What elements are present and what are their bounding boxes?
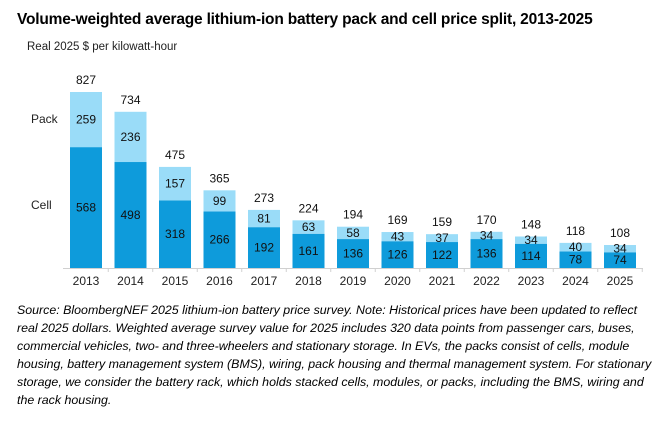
data-label-total: 159 [432, 215, 452, 229]
x-tick-label: 2022 [473, 274, 500, 288]
bar-cell-2020 [381, 241, 414, 268]
data-label-pack: 34 [613, 242, 627, 256]
bar-chart: 2013 568 259 827 2014 498 236 734 2015 318 157 475 2… [31, 73, 643, 288]
bar-pack-2020 [381, 232, 414, 242]
bar-cell-2014 [114, 162, 147, 268]
x-tick-label: 2017 [251, 274, 278, 288]
bar-cell-2018 [292, 233, 325, 268]
data-label-total: 169 [387, 213, 407, 227]
data-label-pack: 34 [480, 228, 494, 242]
data-label-cell: 74 [613, 253, 627, 267]
x-tick-label: 2015 [162, 274, 189, 288]
data-label-cell: 126 [387, 248, 407, 262]
data-label-cell: 114 [521, 249, 540, 263]
data-label-total: 148 [521, 218, 541, 232]
x-tick-label: 2019 [340, 274, 367, 288]
bar-cell-2023 [515, 243, 547, 268]
data-label-total: 475 [165, 148, 185, 162]
data-label-cell: 568 [76, 201, 96, 215]
source-note: Source: BloombergNEF 2025 lithium-ion ba… [17, 303, 652, 407]
x-tick-label: 2023 [518, 274, 545, 288]
bar-pack-2015 [159, 166, 191, 201]
bar-pack-2017 [248, 209, 280, 228]
data-label-pack: 40 [569, 240, 583, 254]
data-label-pack: 34 [524, 233, 538, 247]
data-label-pack: 37 [435, 231, 449, 245]
data-label-pack: 259 [76, 113, 96, 127]
bar-pack-2016 [203, 190, 236, 212]
chart-title: Volume-weighted average lithium-ion batt… [17, 11, 593, 28]
data-label-cell: 318 [165, 227, 185, 241]
data-label-pack: 236 [120, 130, 140, 144]
data-label-cell: 266 [209, 233, 229, 247]
data-label-total: 365 [209, 171, 229, 185]
bar-pack-2018 [292, 220, 325, 234]
data-label-cell: 78 [569, 253, 583, 267]
bar-pack-2023 [515, 236, 547, 244]
x-tick-label: 2018 [295, 274, 322, 288]
data-label-pack: 58 [346, 226, 360, 240]
data-label-pack: 157 [165, 177, 185, 191]
bar-cell-2015 [159, 200, 191, 268]
bar-pack-2024 [559, 242, 592, 252]
data-label-cell: 136 [343, 247, 363, 261]
bar-pack-2014 [114, 111, 147, 163]
bar-cell-2025 [604, 252, 636, 268]
data-label-cell: 136 [476, 247, 496, 261]
data-label-pack: 43 [391, 230, 405, 244]
bar-cell-2022 [470, 239, 503, 268]
bar-cell-2024 [559, 251, 592, 268]
x-tick-label: 2025 [607, 274, 634, 288]
series-label-cell: Cell [31, 198, 52, 212]
data-label-pack: 99 [213, 194, 227, 208]
x-tick-label: 2013 [73, 274, 100, 288]
data-label-pack: 81 [257, 212, 271, 226]
bar-pack-2022 [470, 231, 503, 240]
bar-cell-2021 [426, 242, 458, 268]
data-label-total: 170 [476, 213, 496, 227]
x-tick-label: 2016 [206, 274, 233, 288]
bar-cell-2016 [203, 211, 236, 268]
bar-cell-2019 [337, 239, 369, 268]
data-label-cell: 498 [120, 208, 140, 222]
data-label-total: 734 [120, 93, 140, 107]
y-axis-label: Real 2025 $ per kilowatt-hour [27, 41, 178, 53]
data-label-total: 224 [298, 201, 318, 215]
x-tick-label: 2021 [429, 274, 456, 288]
data-label-total: 827 [76, 73, 96, 87]
bar-cell-2017 [248, 227, 280, 268]
data-label-total: 108 [610, 226, 630, 240]
x-tick-label: 2020 [384, 274, 411, 288]
data-label-total: 118 [566, 224, 585, 238]
series-label-pack: Pack [31, 112, 59, 126]
bar-pack-2021 [426, 234, 458, 243]
data-label-total: 194 [343, 208, 363, 222]
bar-pack-2019 [337, 226, 369, 240]
bar-pack-2025 [604, 245, 636, 253]
data-label-cell: 192 [254, 241, 274, 255]
bar-cell-2013 [70, 147, 102, 268]
x-tick-label: 2014 [117, 274, 144, 288]
data-label-total: 273 [254, 191, 274, 205]
data-label-cell: 161 [298, 244, 318, 258]
bar-pack-2013 [70, 92, 102, 148]
data-label-cell: 122 [432, 248, 452, 262]
x-tick-label: 2024 [562, 274, 589, 288]
data-label-pack: 63 [302, 220, 316, 234]
